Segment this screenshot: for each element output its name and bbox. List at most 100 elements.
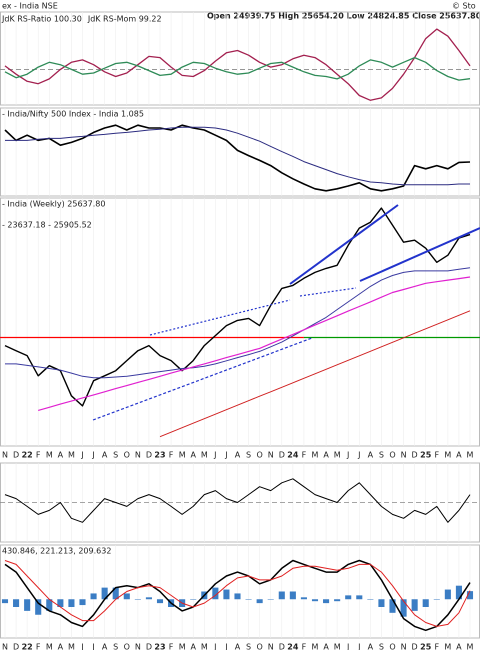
legend-entry: JdK RS-Mom 99.22: [87, 15, 162, 24]
x-tick-label: M: [179, 643, 186, 650]
x-tick-label: N: [2, 451, 8, 460]
series-line: [4, 559, 471, 632]
x-tick-label: J: [224, 451, 227, 460]
series-line: [5, 126, 470, 186]
x-tick-label: N: [268, 451, 274, 460]
panel: [0, 463, 480, 542]
x-tick-label: O: [256, 451, 262, 460]
x-tick-label: A: [456, 451, 462, 460]
histogram-bar: [35, 599, 42, 615]
histogram-bar: [234, 593, 241, 600]
x-tick-label: O: [124, 643, 130, 650]
x-tick-label: D: [146, 451, 152, 460]
x-tick-label: 23: [154, 643, 165, 650]
series-line: [4, 207, 471, 407]
x-tick-label: J: [346, 643, 349, 650]
x-tick-label: A: [190, 451, 196, 460]
x-tick-label: F: [169, 451, 174, 460]
histogram-bar: [433, 599, 440, 600]
x-tick-label: S: [246, 643, 251, 650]
x-tick-label: F: [302, 643, 307, 650]
histogram-bar: [190, 599, 197, 600]
histogram-bar: [466, 591, 474, 600]
histogram-bar: [356, 595, 363, 600]
histogram-bar: [101, 587, 108, 600]
trendline: [92, 337, 313, 421]
x-tick-label: M: [334, 451, 341, 460]
histogram-bar: [278, 591, 285, 600]
x-tick-label: 25: [420, 451, 432, 460]
x-tick-label: O: [124, 451, 130, 460]
x-tick-label: M: [201, 643, 208, 650]
x-tick-label: J: [213, 643, 216, 650]
histogram-bar: [389, 599, 396, 613]
histogram-bar: [334, 599, 341, 602]
x-tick-label: A: [58, 451, 64, 460]
series-line: [38, 276, 471, 411]
x-tick-label: M: [179, 451, 186, 460]
x-tick-label: J: [357, 451, 360, 460]
x-tick-label: N: [135, 643, 141, 650]
x-tick-label: 24: [287, 451, 299, 460]
x-tick-label: A: [456, 643, 462, 650]
histogram-bar: [300, 597, 307, 600]
trendline: [289, 204, 399, 285]
series-line: [159, 310, 471, 438]
x-tick-label: 22: [22, 643, 33, 650]
x-tick-label: A: [235, 451, 241, 460]
x-tick-label: O: [389, 643, 395, 650]
x-tick-label: J: [91, 451, 94, 460]
histogram-bar: [422, 599, 429, 607]
x-tick-label: 23: [154, 451, 165, 460]
x-tick-label: O: [389, 451, 395, 460]
x-tick-label: J: [213, 451, 216, 460]
credit: © Sto: [452, 2, 476, 11]
series-line: [4, 560, 471, 627]
quote: Open 24939.75 High 25654.20 Low 24824.85…: [207, 12, 480, 21]
x-tick-label: F: [302, 451, 307, 460]
panel: [1, 545, 474, 638]
trendlines: [92, 204, 480, 421]
histogram-bar: [79, 599, 86, 606]
histogram-bar: [112, 587, 119, 600]
histogram-bar: [289, 591, 296, 600]
x-tick-label: J: [91, 643, 94, 650]
x-tick-label: A: [235, 643, 241, 650]
x-tick-label: S: [246, 451, 251, 460]
histogram-bar: [90, 593, 97, 600]
legend-entry: JdK RS-Ratio 100.30: [1, 15, 82, 24]
x-tick-label: M: [312, 643, 319, 650]
histogram-bar: [1, 599, 9, 604]
trendline: [299, 287, 357, 297]
series-line: [4, 28, 471, 101]
x-tick-label: M: [46, 643, 53, 650]
x-tick-label: N: [401, 643, 407, 650]
x-tick-label: S: [113, 643, 118, 650]
histogram-bar: [123, 593, 130, 600]
histogram-bar: [24, 599, 31, 611]
histogram-bar: [245, 599, 252, 600]
series-line: [4, 56, 471, 81]
x-tick-label: 22: [22, 451, 33, 460]
x-tick-label: N: [2, 643, 8, 650]
x-tick-label: N: [268, 643, 274, 650]
x-tick-label: J: [80, 451, 83, 460]
histogram-bar: [57, 599, 64, 607]
histogram-bar: [267, 599, 274, 600]
x-tick-label: D: [13, 643, 19, 650]
x-tick-label: S: [379, 451, 384, 460]
x-tick-label: A: [102, 643, 108, 650]
panel: [4, 108, 471, 196]
histogram-bar: [378, 599, 385, 607]
histogram-bar: [46, 599, 53, 611]
x-tick-label: M: [467, 643, 474, 650]
panel-sublabel: - 23637.18 - 25905.52: [2, 221, 92, 230]
histogram-bar: [156, 599, 164, 604]
histogram-bar: [444, 589, 451, 600]
trendline: [149, 299, 291, 336]
x-tick-label: A: [368, 643, 374, 650]
x-tick-label: M: [444, 643, 451, 650]
panel-label: - India/Nifty 500 Index - India 1.085: [2, 110, 144, 119]
series-line: [4, 124, 471, 192]
